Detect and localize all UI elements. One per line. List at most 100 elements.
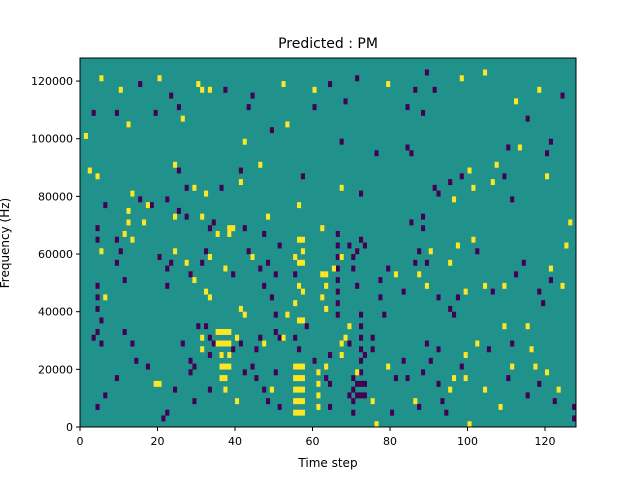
heatmap-cell-low xyxy=(525,392,530,399)
heatmap-cell-high xyxy=(126,219,131,226)
heatmap-cell-high xyxy=(238,179,243,186)
heatmap-cell-low xyxy=(448,305,453,312)
heatmap-cell-low xyxy=(95,403,100,410)
y-tick-label: 60000 xyxy=(38,248,73,261)
heatmap-cell-high xyxy=(145,202,150,209)
x-axis: 0 20 40 60 80 100 120 xyxy=(77,427,556,448)
heatmap-cell-low xyxy=(359,190,364,197)
heatmap-cell-low xyxy=(138,81,143,88)
heatmap-cell-high xyxy=(184,259,189,266)
heatmap-cell-high xyxy=(130,190,135,197)
heatmap-cell-high xyxy=(448,259,453,266)
heatmap-cell-low xyxy=(405,144,410,151)
heatmap-cell-high xyxy=(173,213,178,220)
heatmap-cell-high xyxy=(374,421,379,428)
heatmap-cell-low xyxy=(459,173,464,180)
y-tick-label: 80000 xyxy=(38,190,73,203)
heatmap-cell-low xyxy=(114,259,119,266)
heatmap-cell-high xyxy=(459,75,464,82)
heatmap-cell-low xyxy=(238,167,243,174)
heatmap-cell-high xyxy=(293,254,298,260)
heatmap-cell-low xyxy=(246,248,251,255)
x-tick-label: 60 xyxy=(306,435,320,448)
heatmap-cell-high xyxy=(281,81,286,88)
heatmap-cell-low xyxy=(103,202,108,209)
heatmap-cell-low xyxy=(370,346,375,353)
heatmap-cell-high xyxy=(463,352,468,359)
heatmap-cell-low xyxy=(502,173,507,180)
heatmap-cell-high xyxy=(300,398,305,405)
heatmap-cell-low xyxy=(393,375,398,382)
heatmap-cell-high xyxy=(207,86,212,93)
heatmap-cell-low xyxy=(362,392,367,399)
heatmap-cell-low xyxy=(525,115,530,122)
heatmap-cell-high xyxy=(219,352,224,359)
heatmap-cell-low xyxy=(231,271,236,278)
heatmap-cell-low xyxy=(335,277,340,284)
heatmap-cell-high xyxy=(386,363,391,370)
heatmap-cell-high xyxy=(297,363,302,370)
heatmap-cell-high xyxy=(157,380,162,387)
heatmap-cell-high xyxy=(452,375,457,382)
heatmap-cell-high xyxy=(223,363,228,370)
heatmap-cell-high xyxy=(316,369,321,376)
heatmap-cell-low xyxy=(351,409,356,416)
heatmap-cell-high xyxy=(448,386,453,393)
heatmap-cell-low xyxy=(103,392,108,399)
heatmap-cell-high xyxy=(118,86,123,93)
heatmap-cell-high xyxy=(207,294,212,301)
x-tick-label: 80 xyxy=(383,435,397,448)
plot-area xyxy=(79,57,577,428)
heatmap-cell-high xyxy=(297,398,302,405)
heatmap-cell-low xyxy=(432,86,437,93)
heatmap-cell-low xyxy=(246,104,251,111)
heatmap-cell-low xyxy=(572,415,577,422)
heatmap-cell-low xyxy=(231,346,236,353)
heatmap-cell-low xyxy=(95,294,100,301)
heatmap-cell-high xyxy=(452,196,457,203)
heatmap-cell-high xyxy=(545,173,550,180)
heatmap-cell-low xyxy=(169,92,174,99)
heatmap-cell-high xyxy=(200,86,205,93)
heatmap-cell-high xyxy=(386,81,391,88)
heatmap-cell-high xyxy=(219,363,224,370)
heatmap-cell-low xyxy=(273,311,278,318)
heatmap-cell-low xyxy=(510,340,515,347)
heatmap-cell-low xyxy=(548,138,553,145)
heatmap-cell-high xyxy=(130,236,135,243)
heatmap-cell-low xyxy=(359,236,364,243)
heatmap-cell-low xyxy=(448,179,453,186)
heatmap-cell-low xyxy=(219,184,224,191)
heatmap-cell-high xyxy=(300,386,305,393)
heatmap-cell-high xyxy=(238,305,243,312)
heatmap-cell-low xyxy=(359,346,364,353)
heatmap-cell-low xyxy=(262,386,267,393)
heatmap-cell-low xyxy=(405,375,410,382)
heatmap-cell-low xyxy=(95,225,100,232)
heatmap-cell-low xyxy=(370,334,375,341)
heatmap-cell-low xyxy=(386,265,391,272)
heatmap-cell-low xyxy=(254,346,259,353)
heatmap-cell-low xyxy=(382,311,387,318)
heatmap-cell-high xyxy=(455,242,460,249)
heatmap-cell-low xyxy=(514,271,519,278)
heatmap-cell-low xyxy=(180,340,185,347)
heatmap-cell-high xyxy=(285,121,290,128)
heatmap-cell-high xyxy=(300,317,305,324)
heatmap-cell-low xyxy=(149,202,154,209)
y-tick-label: 100000 xyxy=(31,133,73,146)
heatmap-cell-low xyxy=(452,311,457,318)
x-tick-label: 120 xyxy=(535,435,556,448)
heatmap-cell-low xyxy=(343,98,348,105)
heatmap-cell-low xyxy=(200,259,205,266)
heatmap-cell-low xyxy=(362,352,367,359)
heatmap-cell-high xyxy=(347,323,352,330)
heatmap-cell-low xyxy=(455,294,460,301)
heatmap-cell-low xyxy=(328,403,333,410)
heatmap-cell-high xyxy=(324,363,329,370)
heatmap-cell-low xyxy=(347,242,352,249)
heatmap-cell-low xyxy=(153,109,158,116)
heatmap-cell-low xyxy=(572,403,577,410)
x-tick-label: 0 xyxy=(77,435,84,448)
heatmap-cell-high xyxy=(293,386,298,393)
